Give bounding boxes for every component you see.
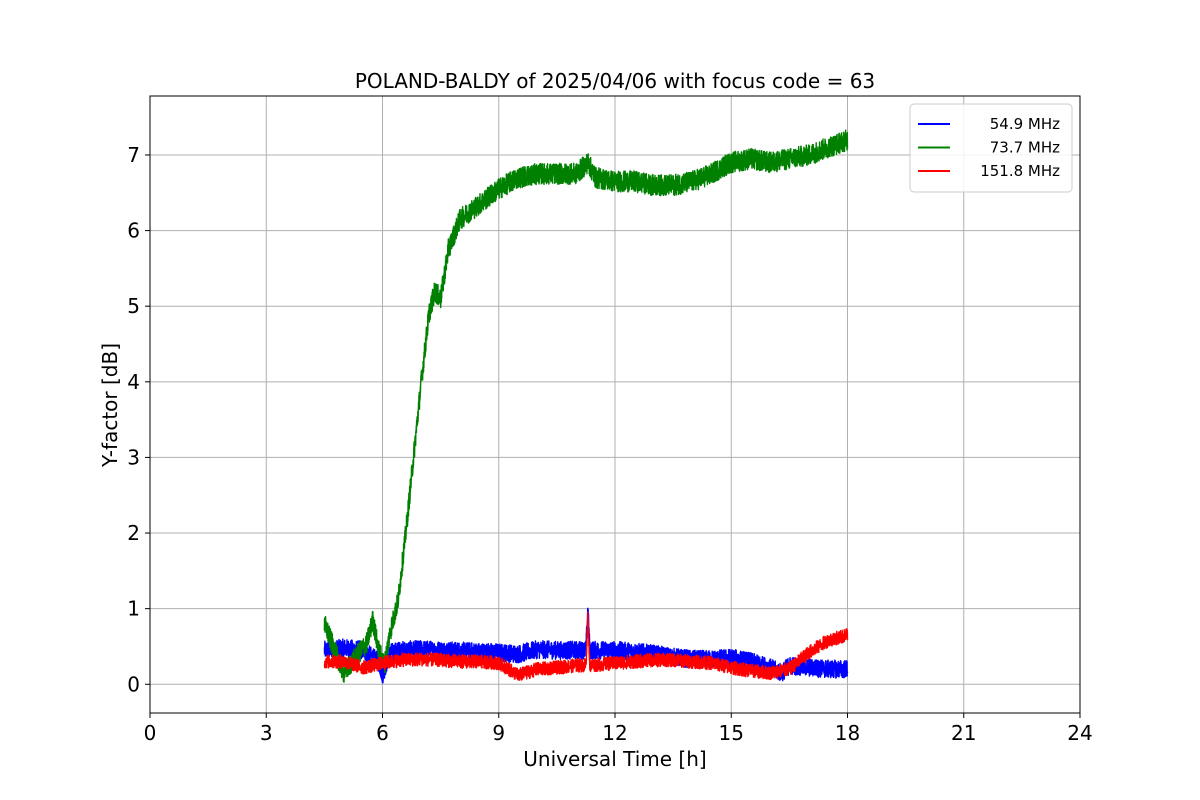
y-tick-label: 4 — [127, 370, 140, 394]
series-line-1 — [323, 129, 849, 683]
legend-label: 73.7 MHz — [990, 139, 1060, 157]
x-tick-label: 18 — [835, 721, 860, 745]
x-tick-label: 0 — [144, 721, 157, 745]
y-tick-label: 6 — [127, 219, 140, 243]
y-tick-label: 3 — [127, 445, 140, 469]
y-axis-label: Y-factor [dB] — [98, 343, 122, 468]
chart-title: POLAND-BALDY of 2025/04/06 with focus co… — [355, 69, 875, 93]
series-line-0 — [323, 607, 849, 684]
legend-label: 151.8 MHz — [980, 162, 1060, 180]
x-tick-label: 9 — [492, 721, 505, 745]
y-tick-label: 7 — [127, 143, 140, 167]
x-axis-label: Universal Time [h] — [523, 747, 706, 771]
x-tick-label: 21 — [951, 721, 976, 745]
y-tick-label: 1 — [127, 597, 140, 621]
legend-box — [909, 103, 1073, 193]
x-tick-label: 24 — [1067, 721, 1092, 745]
y-tick-label: 0 — [127, 672, 140, 696]
legend-label: 54.9 MHz — [990, 115, 1060, 133]
series-line-2 — [323, 611, 849, 681]
series-layer — [323, 129, 849, 684]
x-tick-label: 3 — [260, 721, 273, 745]
y-tick-label: 5 — [127, 294, 140, 318]
x-tick-label: 15 — [719, 721, 744, 745]
x-tick-label: 6 — [376, 721, 389, 745]
y-tick-label: 2 — [127, 521, 140, 545]
x-tick-label: 12 — [602, 721, 627, 745]
legend: 54.9 MHz 73.7 MHz 151.8 MHz — [909, 103, 1073, 193]
